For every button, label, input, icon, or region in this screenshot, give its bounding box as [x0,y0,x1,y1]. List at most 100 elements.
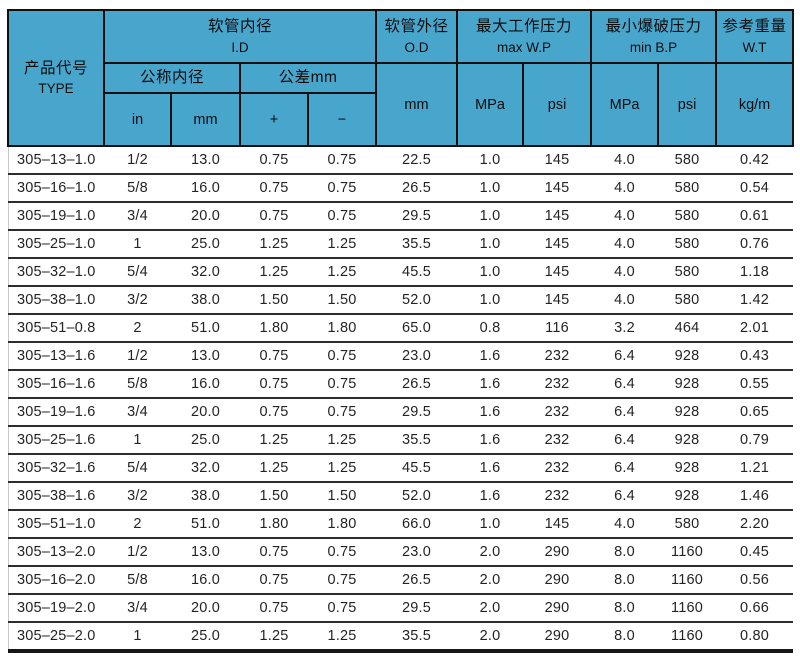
cell-od-mm: 45.5 [376,454,458,483]
col-header-max-working-pressure: 最大工作压力 max W.P [456,9,593,64]
cell-tol-minus: 1.50 [308,482,377,511]
cell-weight-kgm: 0.61 [716,202,794,231]
cell-bp-mpa: 4.0 [591,510,659,539]
cell-weight-kgm: 1.18 [716,258,794,287]
cell-tol-plus: 0.75 [240,342,308,371]
cell-tol-plus: 0.75 [240,202,308,231]
col-header-bp-unit-mpa: MPa [590,62,660,147]
cell-product-type: 305–13–1.0 [7,146,104,175]
cell-id-in: 1/2 [104,538,171,567]
cell-product-type: 305–25–1.0 [7,230,104,259]
cell-id-in: 5/8 [104,370,171,399]
outer-diameter-label-en: O.D [404,39,429,55]
cell-wp-mpa: 1.6 [457,370,524,399]
cell-product-type: 305–19–2.0 [7,594,104,623]
cell-id-mm: 20.0 [171,398,240,427]
table-row: 305–19–1.6 3/4 20.0 0.75 0.75 29.5 1.6 2… [7,398,794,427]
cell-wp-psi: 145 [523,202,592,231]
cell-id-mm: 20.0 [171,202,240,231]
cell-wp-mpa: 1.6 [457,454,524,483]
cell-weight-kgm: 0.76 [716,230,794,259]
col-header-reference-weight: 参考重量 W.T [715,9,795,64]
cell-wp-mpa: 0.8 [457,314,524,343]
cell-tol-minus: 1.25 [308,454,377,483]
cell-tol-minus: 1.50 [308,286,377,315]
col-header-bp-unit-psi: psi [657,62,718,147]
cell-bp-mpa: 4.0 [591,258,659,287]
cell-bp-psi: 580 [658,146,717,175]
cell-wp-psi: 232 [523,482,592,511]
table-row: 305–16–1.6 5/8 16.0 0.75 0.75 26.5 1.6 2… [7,370,794,399]
cell-tol-minus: 0.75 [308,174,377,203]
cell-id-in: 5/8 [104,174,171,203]
cell-product-type: 305–38–1.0 [7,286,104,315]
cell-od-mm: 29.5 [376,398,458,427]
cell-wp-mpa: 2.0 [457,594,524,623]
cell-wp-mpa: 1.6 [457,482,524,511]
wt-unit-label: kg/m [738,96,771,113]
cell-weight-kgm: 1.46 [716,482,794,511]
cell-bp-psi: 928 [658,482,717,511]
cell-bp-mpa: 6.4 [591,426,659,455]
cell-bp-mpa: 4.0 [591,202,659,231]
cell-bp-mpa: 8.0 [591,566,659,595]
table-row: 305–51–1.0 2 51.0 1.80 1.80 66.0 1.0 145… [7,510,794,539]
cell-wp-psi: 290 [523,538,592,567]
in-unit-label: in [131,111,144,128]
cell-id-mm: 16.0 [171,566,240,595]
cell-tol-minus: 1.25 [308,622,377,653]
cell-id-mm: 51.0 [171,510,240,539]
cell-bp-mpa: 4.0 [591,230,659,259]
cell-id-in: 5/4 [104,454,171,483]
bp-mpa-unit-label: MPa [609,96,640,113]
mm-unit-label: mm [193,111,218,128]
cell-product-type: 305–19–1.0 [7,202,104,231]
cell-weight-kgm: 0.54 [716,174,794,203]
cell-tol-plus: 1.25 [240,454,308,483]
cell-id-mm: 25.0 [171,426,240,455]
cell-od-mm: 22.5 [376,146,458,175]
cell-wp-psi: 145 [523,230,592,259]
col-header-nominal-id: 公称内径 [103,62,241,94]
table-row: 305–16–1.0 5/8 16.0 0.75 0.75 26.5 1.0 1… [7,174,794,203]
cell-id-mm: 13.0 [171,342,240,371]
cell-weight-kgm: 0.65 [716,398,794,427]
col-header-outer-diameter: 软管外径 O.D [375,9,459,64]
col-header-od-unit-mm: mm [375,62,459,147]
table-row: 305–38–1.0 3/2 38.0 1.50 1.50 52.0 1.0 1… [7,286,794,315]
cell-product-type: 305–13–2.0 [7,538,104,567]
cell-wp-psi: 232 [523,454,592,483]
product-type-label-en: TYPE [38,81,74,97]
cell-tol-plus: 1.80 [240,314,308,343]
cell-od-mm: 35.5 [376,230,458,259]
table-header: 产品代号 TYPE 软管内径 I.D 软管外径 O.D 最大工作压力 max W… [7,9,795,147]
cell-tol-minus: 0.75 [308,398,377,427]
cell-tol-plus: 1.25 [240,426,308,455]
col-header-wp-unit-psi: psi [522,62,593,147]
col-header-tolerance-plus: + [239,92,309,147]
minus-sign-label: − [337,111,347,128]
cell-bp-mpa: 4.0 [591,174,659,203]
cell-id-mm: 16.0 [171,370,240,399]
cell-tol-minus: 0.75 [308,202,377,231]
cell-od-mm: 26.5 [376,566,458,595]
cell-weight-kgm: 0.79 [716,426,794,455]
cell-bp-psi: 1160 [658,538,717,567]
cell-bp-psi: 928 [658,426,717,455]
cell-bp-mpa: 8.0 [591,594,659,623]
cell-id-in: 3/2 [104,286,171,315]
cell-weight-kgm: 0.55 [716,370,794,399]
outer-diameter-label-zh: 软管外径 [384,18,449,36]
cell-id-mm: 13.0 [171,538,240,567]
cell-id-in: 3/2 [104,482,171,511]
reference-weight-label-en: W.T [742,39,767,55]
cell-product-type: 305–25–2.0 [7,622,104,653]
cell-product-type: 305–51–0.8 [7,314,104,343]
cell-tol-plus: 0.75 [240,538,308,567]
cell-id-in: 1 [104,426,171,455]
cell-tol-minus: 1.25 [308,258,377,287]
cell-id-mm: 25.0 [171,622,240,653]
cell-bp-psi: 1160 [658,622,717,653]
cell-product-type: 305–38–1.6 [7,482,104,511]
cell-od-mm: 52.0 [376,482,458,511]
